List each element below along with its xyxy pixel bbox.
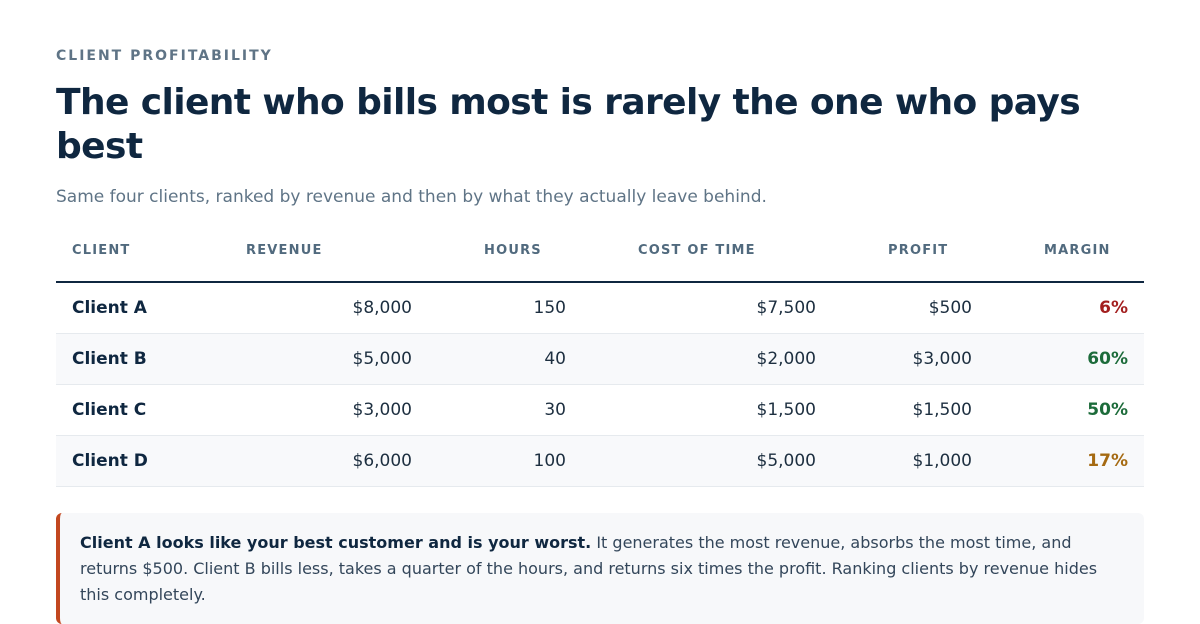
- header-hours: HOURS: [412, 243, 566, 283]
- client-name: Client C: [56, 384, 246, 436]
- cost-cell: $1,500: [566, 384, 816, 436]
- header-margin: MARGIN: [972, 243, 1144, 283]
- page: CLIENT PROFITABILITY The client who bill…: [56, 48, 1144, 624]
- header-profit: PROFIT: [816, 243, 972, 283]
- margin-cell: 6%: [972, 282, 1144, 334]
- table-row: Client C $3,000 30 $1,500 $1,500 50%: [56, 384, 1144, 436]
- hours-cell: 150: [412, 282, 566, 334]
- page-subtitle: Same four clients, ranked by revenue and…: [56, 187, 767, 207]
- header-cost: COST OF TIME: [566, 243, 816, 283]
- hours-cell: 100: [412, 435, 566, 487]
- profit-cell: $3,000: [816, 333, 972, 385]
- profit-cell: $1,500: [816, 384, 972, 436]
- revenue-cell: $5,000: [246, 333, 412, 385]
- callout-body: It generates the most revenue, absorbs t…: [80, 533, 1098, 604]
- client-name: Client D: [56, 435, 246, 487]
- insight-callout: Client A looks like your best customer a…: [56, 513, 1144, 624]
- margin-cell: 17%: [972, 435, 1144, 487]
- header-client: CLIENT: [56, 243, 246, 283]
- table-row: Client D $6,000 100 $5,000 $1,000 17%: [56, 435, 1144, 487]
- cost-cell: $2,000: [566, 333, 816, 385]
- eyebrow-label: CLIENT PROFITABILITY: [56, 48, 273, 64]
- profit-cell: $500: [816, 282, 972, 334]
- revenue-cell: $3,000: [246, 384, 412, 436]
- profit-cell: $1,000: [816, 435, 972, 487]
- table-row: Client B $5,000 40 $2,000 $3,000 60%: [56, 333, 1144, 385]
- revenue-cell: $8,000: [246, 282, 412, 334]
- margin-cell: 50%: [972, 384, 1144, 436]
- hours-cell: 30: [412, 384, 566, 436]
- table-row: Client A $8,000 150 $7,500 $500 6%: [56, 282, 1144, 334]
- cost-cell: $7,500: [566, 282, 816, 334]
- table-header-row: CLIENT REVENUE HOURS COST OF TIME PROFIT…: [56, 243, 1144, 283]
- margin-cell: 60%: [972, 333, 1144, 385]
- client-name: Client B: [56, 333, 246, 385]
- client-name: Client A: [56, 282, 246, 334]
- callout-lead: Client A looks like your best customer a…: [80, 533, 592, 552]
- header-revenue: REVENUE: [246, 243, 412, 283]
- page-title: The client who bills most is rarely the …: [56, 82, 1081, 167]
- revenue-cell: $6,000: [246, 435, 412, 487]
- cost-cell: $5,000: [566, 435, 816, 487]
- hours-cell: 40: [412, 333, 566, 385]
- profitability-table: CLIENT REVENUE HOURS COST OF TIME PROFIT…: [56, 243, 1144, 487]
